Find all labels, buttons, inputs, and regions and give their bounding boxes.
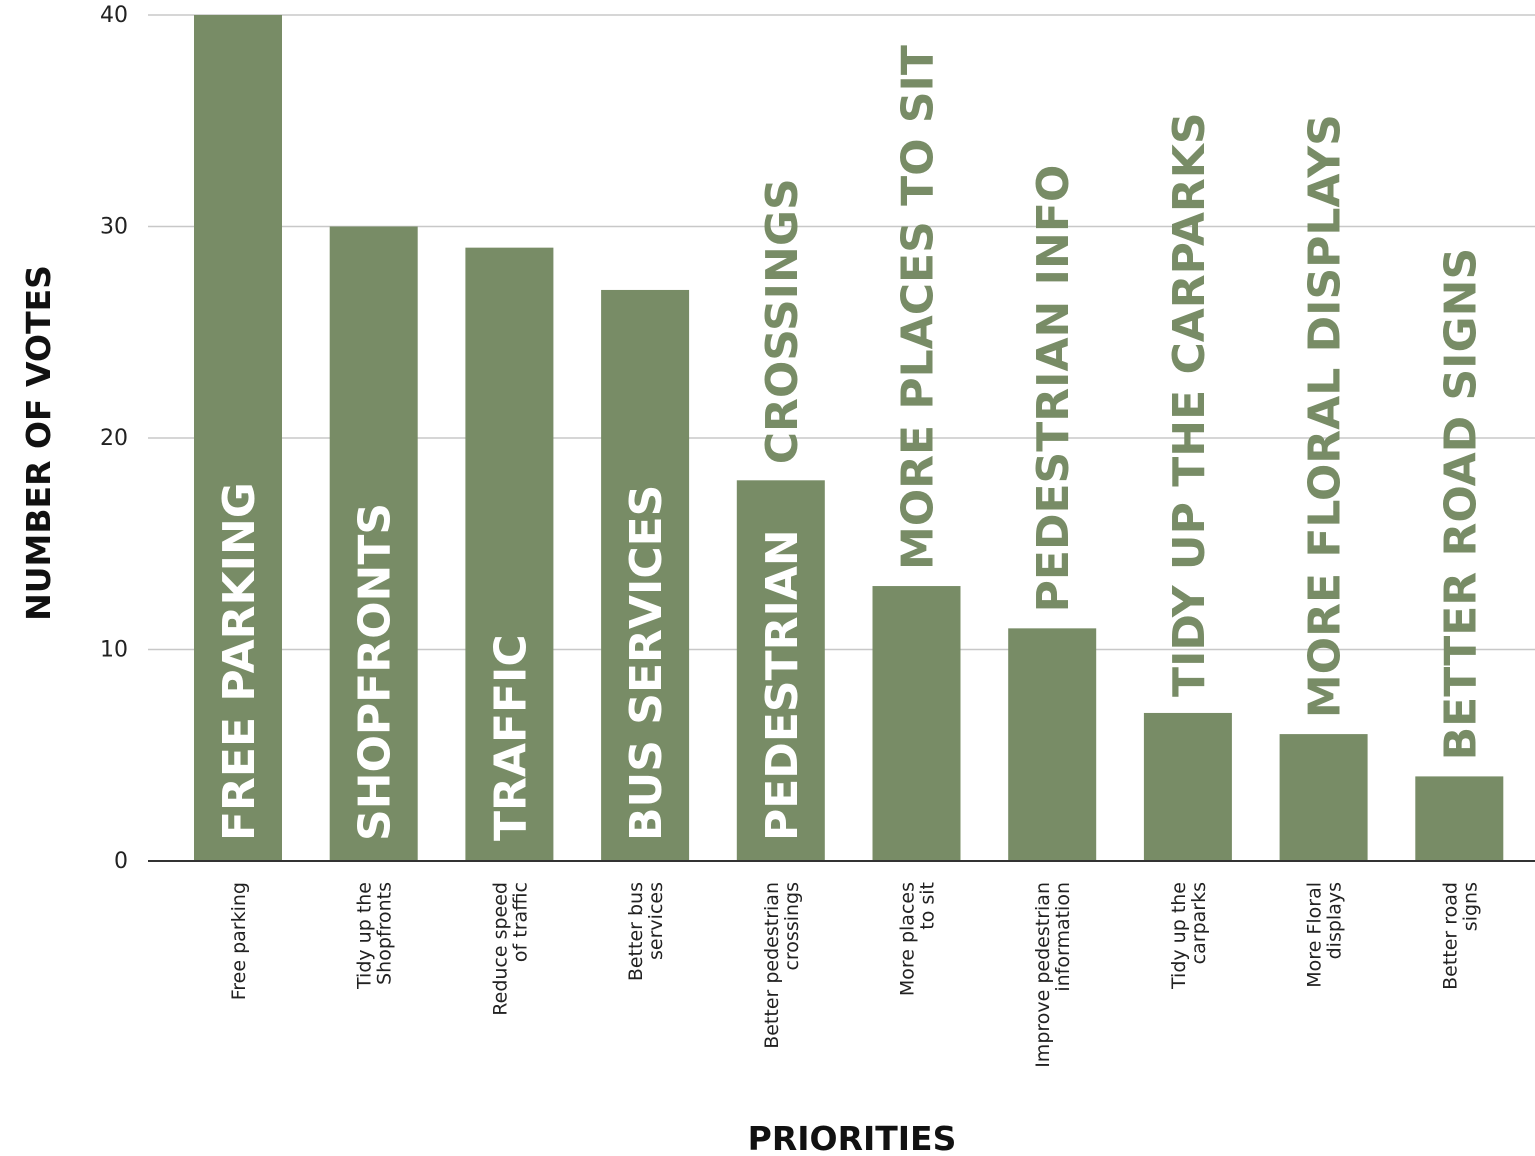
- x-axis-title: PRIORITIES: [748, 1119, 957, 1156]
- y-tick-label: 40: [100, 3, 128, 28]
- bar: [194, 15, 282, 861]
- bar: [872, 586, 961, 861]
- y-axis-title: NUMBER OF VOTES: [19, 265, 58, 621]
- category-label-line: crossings: [781, 882, 803, 971]
- bar-label-outside: CROSSINGS: [757, 178, 808, 464]
- category-label-line: Reduce speed: [489, 882, 511, 1016]
- category-label-line: of traffic: [509, 882, 531, 962]
- bar-label-inside: TRAFFIC: [485, 634, 536, 841]
- category-label-line: Tidy up the: [1168, 882, 1190, 990]
- bar-label-outside: MORE FLORAL DISPLAYS: [1300, 114, 1351, 718]
- bar: [736, 480, 825, 861]
- category-label-line: Free parking: [228, 882, 250, 1000]
- category-label-line: Shopfronts: [374, 882, 396, 985]
- category-label-line: services: [645, 882, 667, 960]
- bars: [194, 15, 1504, 861]
- category-label-line: to sit: [917, 882, 939, 930]
- bar-label-inside: FREE PARKING: [214, 482, 265, 841]
- category-label-line: More places: [897, 882, 919, 996]
- bar-label-outside: TIDY UP THE CARPARKS: [1164, 112, 1215, 697]
- category-label-line: Better road: [1439, 882, 1461, 990]
- bar-label-outside: MORE PLACES TO SIT: [893, 45, 944, 570]
- y-tick-label: 0: [114, 849, 128, 874]
- category-label-line: Better bus: [625, 882, 647, 981]
- category-label: Free parking: [228, 882, 250, 1000]
- category-label-line: Tidy up the: [354, 882, 376, 990]
- y-tick-label: 30: [100, 215, 128, 240]
- category-label-line: More Floral: [1304, 882, 1326, 988]
- bar: [601, 289, 690, 861]
- bar-label-outside: PEDESTRIAN INFO: [1028, 165, 1079, 613]
- bar-label-inside: SHOPFRONTS: [350, 503, 401, 841]
- bar-label-inside: BUS SERVICES: [621, 485, 672, 841]
- bar-label-outside: BETTER ROAD SIGNS: [1435, 248, 1486, 761]
- bar: [465, 247, 554, 861]
- bar-label-inside: PEDESTRIAN: [757, 529, 808, 841]
- y-tick-label: 20: [100, 426, 128, 451]
- y-tick-label: 10: [100, 638, 128, 663]
- category-label-line: displays: [1324, 882, 1346, 959]
- bar: [1008, 628, 1097, 861]
- category-label-line: signs: [1459, 882, 1481, 931]
- category-label-line: carparks: [1188, 882, 1210, 964]
- bar: [329, 226, 418, 861]
- bar: [1279, 734, 1368, 861]
- bar: [1143, 712, 1232, 861]
- category-label-line: Improve pedestrian: [1032, 882, 1054, 1068]
- category-label-line: information: [1052, 882, 1074, 992]
- y-tick-labels: 0 10 20 30 40: [100, 3, 128, 874]
- category-label-line: Better pedestrian: [761, 882, 783, 1049]
- bar-text-labels: FREE PARKING SHOPFRONTS TRAFFIC BUS SERVICE…: [214, 45, 1486, 841]
- bar: [1415, 776, 1504, 861]
